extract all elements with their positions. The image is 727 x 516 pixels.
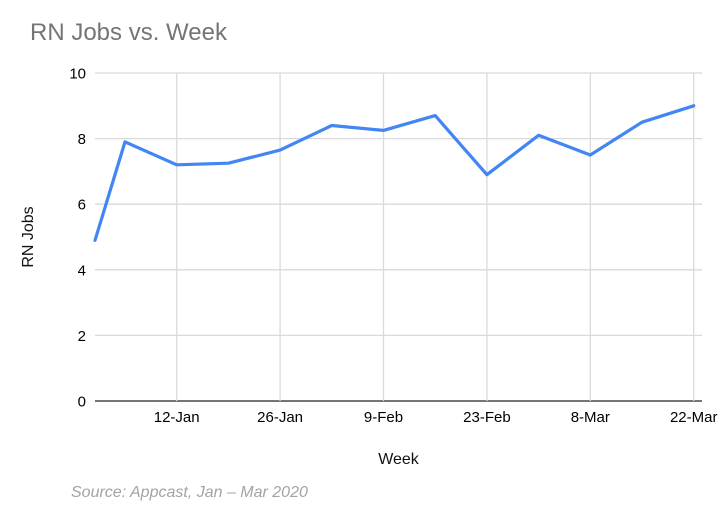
y-tick-label: 4 <box>78 262 86 279</box>
x-tick-label: 23-Feb <box>463 409 511 426</box>
x-axis-title: Week <box>378 451 419 468</box>
y-tick-label: 10 <box>69 66 86 83</box>
y-axis-title: RN Jobs <box>20 206 37 268</box>
x-tick-label: 12-Jan <box>154 409 200 426</box>
source-note: Source: Appcast, Jan – Mar 2020 <box>71 484 308 501</box>
chart-title: RN Jobs vs. Week <box>30 19 227 46</box>
y-tick-label: 6 <box>78 197 86 214</box>
series-line-rn-jobs <box>93 104 696 242</box>
y-tick-label: 0 <box>78 394 86 411</box>
x-tick-label: 26-Jan <box>257 409 303 426</box>
x-tick-label: 9-Feb <box>364 409 403 426</box>
y-tick-label: 2 <box>78 328 86 345</box>
x-tick-label: 8-Mar <box>571 409 610 426</box>
x-tick-label: 22-Mar <box>670 409 718 426</box>
y-tick-label: 8 <box>78 131 86 148</box>
